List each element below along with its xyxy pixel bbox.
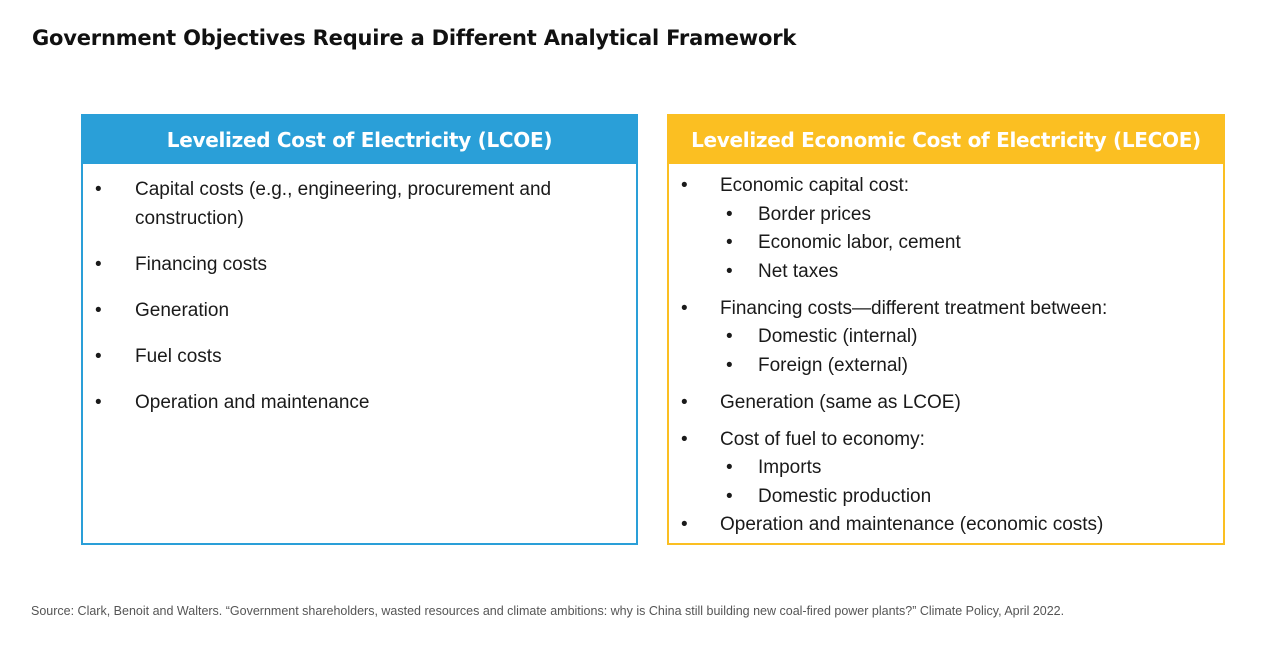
- lecoe-item-text: Operation and maintenance (economic cost…: [720, 514, 1104, 535]
- bullet-icon: •: [681, 297, 688, 319]
- page-title: Government Objectives Require a Differen…: [32, 26, 797, 50]
- lcoe-panel-header: Levelized Cost of Electricity (LCOE): [83, 116, 636, 164]
- lecoe-subitem-text: Domestic (internal): [758, 326, 918, 347]
- lcoe-item: • Capital costs (e.g., engineering, procu…: [83, 176, 636, 233]
- lecoe-panel: Levelized Economic Cost of Electricity (…: [667, 114, 1225, 545]
- lecoe-subitem: • Border prices: [720, 201, 1223, 230]
- lcoe-item-text: Financing costs: [135, 253, 268, 275]
- lcoe-item-text: Operation and maintenance: [135, 391, 370, 413]
- lecoe-subitem: • Foreign (external): [720, 352, 1223, 381]
- lcoe-item: • Financing costs: [83, 251, 636, 280]
- lecoe-item: • Economic capital cost: • Border prices …: [669, 172, 1223, 286]
- bullet-icon: •: [726, 457, 733, 478]
- lecoe-item: • Operation and maintenance (economic co…: [669, 511, 1223, 540]
- lecoe-subitem: • Net taxes: [720, 258, 1223, 287]
- lcoe-list: • Capital costs (e.g., engineering, procu…: [83, 176, 636, 435]
- lcoe-item-text: Generation: [135, 299, 230, 321]
- lecoe-item-text: Cost of fuel to economy:: [720, 428, 925, 450]
- bullet-icon: •: [681, 175, 688, 196]
- bullet-icon: •: [95, 345, 102, 367]
- lcoe-item: • Fuel costs: [83, 343, 636, 372]
- lecoe-subitem-text: Foreign (external): [758, 354, 908, 376]
- lecoe-subitem-text: Imports: [758, 457, 822, 478]
- lecoe-subitem: • Domestic production: [720, 483, 1223, 512]
- bullet-icon: •: [95, 299, 102, 321]
- lecoe-item: • Generation (same as LCOE): [669, 389, 1223, 418]
- lcoe-item: • Generation: [83, 297, 636, 326]
- bullet-icon: •: [726, 326, 733, 347]
- lecoe-subitem: • Domestic (internal): [720, 323, 1223, 352]
- bullet-icon: •: [726, 232, 733, 253]
- lecoe-subitem: • Imports: [720, 454, 1223, 483]
- lecoe-item-text: Economic capital cost:: [720, 175, 910, 196]
- lecoe-subitem: • Economic labor, cement: [720, 229, 1223, 258]
- bullet-icon: •: [95, 391, 102, 413]
- lecoe-subitem-text: Economic labor, cement: [758, 232, 961, 253]
- lecoe-item: • Cost of fuel to economy: • Imports • Dom…: [669, 426, 1223, 512]
- lecoe-item-text: Generation (same as LCOE): [720, 391, 961, 413]
- lecoe-sublist: • Domestic (internal) • Foreign (external): [720, 323, 1223, 380]
- lecoe-panel-header: Levelized Economic Cost of Electricity (…: [669, 116, 1223, 164]
- bullet-icon: •: [681, 391, 688, 413]
- bullet-icon: •: [681, 428, 688, 450]
- lcoe-item-text: Fuel costs: [135, 345, 222, 367]
- lecoe-item: • Financing costs—different treatment be…: [669, 295, 1223, 381]
- bullet-icon: •: [726, 260, 733, 282]
- lecoe-list: • Economic capital cost: • Border prices …: [669, 172, 1223, 548]
- lecoe-subitem-text: Net taxes: [758, 260, 839, 282]
- lecoe-sublist: • Border prices • Economic labor, cement •…: [720, 201, 1223, 287]
- lecoe-sublist: • Imports • Domestic production: [720, 454, 1223, 511]
- bullet-icon: •: [726, 485, 733, 507]
- lcoe-panel: Levelized Cost of Electricity (LCOE) • Ca…: [81, 114, 638, 545]
- bullet-icon: •: [681, 514, 688, 535]
- lecoe-subitem-text: Domestic production: [758, 485, 932, 507]
- bullet-icon: •: [95, 179, 102, 200]
- bullet-icon: •: [95, 253, 102, 275]
- bullet-icon: •: [726, 203, 733, 225]
- source-citation: Source: Clark, Benoit and Walters. “Gove…: [31, 604, 1065, 618]
- bullet-icon: •: [726, 354, 733, 376]
- lecoe-subitem-text: Border prices: [758, 203, 871, 225]
- lecoe-item-text: Financing costs—different treatment betw…: [720, 297, 1108, 319]
- lcoe-item-text: Capital costs (e.g., engineering, procur…: [135, 179, 552, 229]
- lcoe-item: • Operation and maintenance: [83, 389, 636, 418]
